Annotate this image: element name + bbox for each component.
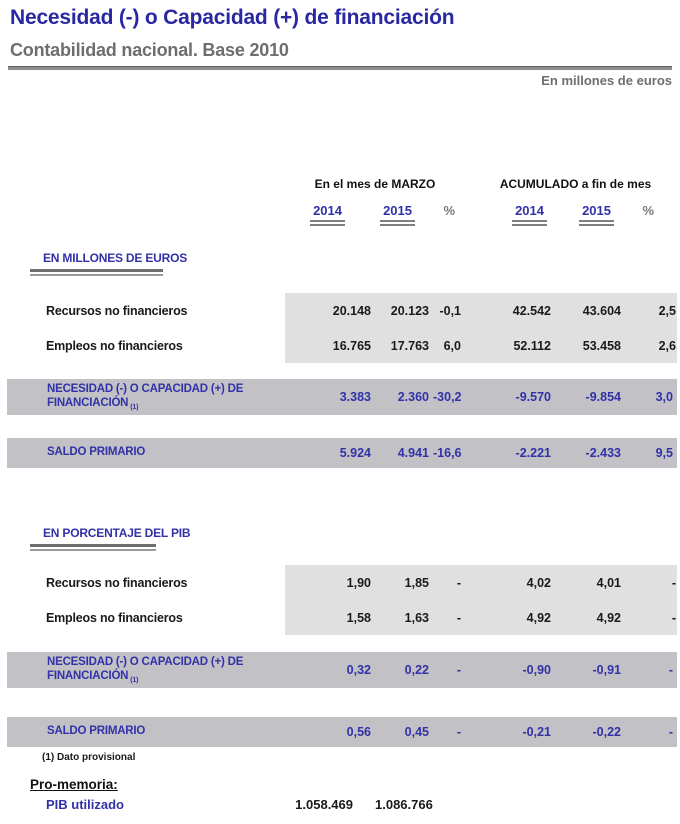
row-label: NECESIDAD (-) O CAPACIDAD (+) DE FINANCI… [47, 656, 244, 684]
cell-month-2015: 2.360 [397, 390, 429, 404]
table-row: Recursos no financieros 20.148 20.123 -0… [0, 293, 680, 328]
pib-row: PIB utilizado 1.058.469 1.086.766 [0, 794, 680, 814]
cell-month-pct: -0,1 [439, 303, 461, 318]
cell-month-2015: 1,63 [404, 610, 429, 625]
pib-label: PIB utilizado [46, 796, 124, 812]
row-shading [285, 565, 677, 635]
cell-month-2014: 20.148 [332, 303, 371, 318]
empty-cell [0, 177, 285, 191]
pro-memoria-heading: Pro-memoria: [30, 777, 118, 792]
table-row: Recursos no financieros 1,90 1,85 - 4,02… [0, 565, 680, 600]
cell-month-2015: 20.123 [390, 303, 429, 318]
cell-acc-2014: 52.112 [513, 338, 551, 353]
footnote-ref: (1) [130, 677, 139, 684]
section-heading-underline [30, 269, 163, 276]
accumulated-group-header: ACUMULADO a fin de mes [499, 177, 652, 191]
section-heading-underline [30, 544, 156, 551]
percent-header-acc: % [642, 203, 654, 218]
cell-month-2015: 4.941 [397, 446, 429, 460]
row-label: SALDO PRIMARIO [47, 446, 146, 459]
cell-acc-2015: 4,01 [596, 575, 621, 590]
cell-acc-2015: 43.604 [582, 303, 621, 318]
cell-acc-2015: -0,91 [592, 663, 622, 677]
cell-acc-pct: - [671, 610, 676, 625]
row-shading [285, 293, 677, 363]
cell-acc-2014: -0,21 [522, 725, 552, 739]
percent-header-month: % [443, 203, 455, 218]
row-label: Empleos no financieros [46, 338, 183, 353]
empty-cell [0, 203, 285, 226]
cell-month-pct: -16,6 [433, 446, 462, 460]
cell-acc-pct: 2,5 [658, 303, 676, 318]
cell-month-2014: 16.765 [332, 338, 371, 353]
cell-month-pct: -30,2 [433, 390, 462, 404]
pib-value-2014: 1.058.469 [295, 796, 353, 812]
cell-acc-pct: 2,6 [658, 338, 676, 353]
cell-month-2014: 0,56 [346, 725, 371, 739]
cell-month-2015: 0,45 [404, 725, 429, 739]
cell-acc-pct: - [671, 575, 676, 590]
highlight-row-saldo-porcentaje: SALDO PRIMARIO 0,56 0,45 - -0,21 -0,22 - [7, 717, 677, 747]
cell-acc-2015: 4,92 [596, 610, 621, 625]
table-row: Empleos no financieros 16.765 17.763 6,0… [0, 328, 680, 363]
cell-acc-2014: 4,92 [526, 610, 551, 625]
cell-month-pct: - [456, 610, 461, 625]
cell-month-2014: 3.383 [339, 390, 371, 404]
footnote-ref: (1) [130, 404, 139, 411]
cell-month-pct: - [456, 575, 461, 590]
cell-acc-pct: - [668, 725, 673, 739]
table-row: Empleos no financieros 1,58 1,63 - 4,92 … [0, 600, 680, 635]
year-header-acc-2014: 2014 [465, 203, 555, 226]
page-subtitle: Contabilidad nacional. Base 2010 [10, 40, 289, 60]
row-label: Recursos no financieros [46, 303, 188, 318]
unit-note: En millones de euros [541, 73, 672, 88]
header-divider [8, 66, 672, 70]
cell-acc-2014: -9.570 [515, 390, 551, 404]
cell-month-2015: 17.763 [390, 338, 429, 353]
row-label: Recursos no financieros [46, 575, 188, 590]
cell-acc-2014: 4,02 [526, 575, 551, 590]
cell-acc-2014: 42.542 [512, 303, 551, 318]
cell-month-2014: 1,58 [346, 610, 371, 625]
cell-acc-2015: 53.458 [582, 338, 621, 353]
highlight-row-necesidad-porcentaje: NECESIDAD (-) O CAPACIDAD (+) DE FINANCI… [7, 652, 677, 688]
year-header-month-2014: 2014 [285, 203, 375, 226]
highlight-row-necesidad-millones: NECESIDAD (-) O CAPACIDAD (+) DE FINANCI… [7, 379, 677, 415]
highlight-row-saldo-millones: SALDO PRIMARIO 5.924 4.941 -16,6 -2.221 … [7, 438, 677, 468]
cell-acc-2015: -2.433 [585, 446, 621, 460]
month-group-header: En el mes de MARZO [314, 177, 436, 191]
cell-month-2015: 1,85 [404, 575, 429, 590]
cell-month-2014: 5.924 [339, 446, 371, 460]
row-label: SALDO PRIMARIO [47, 725, 146, 738]
row-label: Empleos no financieros [46, 610, 183, 625]
cell-month-pct: 6,0 [443, 338, 461, 353]
cell-month-2014: 1,90 [346, 575, 371, 590]
cell-acc-pct: 3,0 [655, 390, 673, 404]
data-block-millones: Recursos no financieros 20.148 20.123 -0… [0, 293, 680, 363]
footnote: (1) Dato provisional [42, 752, 136, 763]
page-title: Necesidad (-) o Capacidad (+) de financi… [10, 6, 455, 29]
cell-month-2014: 0,32 [346, 663, 371, 677]
year-header-row: 2014 2015 % 2014 2015 % [0, 203, 680, 226]
row-label: NECESIDAD (-) O CAPACIDAD (+) DE FINANCI… [47, 383, 244, 411]
cell-month-pct: - [456, 725, 461, 739]
year-header-acc-2015: 2015 [555, 203, 625, 226]
cell-acc-2015: -9.854 [585, 390, 621, 404]
cell-month-pct: - [456, 663, 461, 677]
cell-acc-pct: - [668, 663, 673, 677]
column-group-header-row: En el mes de MARZO ACUMULADO a fin de me… [0, 177, 680, 191]
section-heading-porcentaje: EN PORCENTAJE DEL PIB [43, 526, 191, 540]
cell-acc-2014: -2.221 [515, 446, 551, 460]
year-header-month-2015: 2015 [375, 203, 433, 226]
pib-value-2015: 1.086.766 [375, 796, 433, 812]
data-block-porcentaje: Recursos no financieros 1,90 1,85 - 4,02… [0, 565, 680, 635]
section-heading-millones: EN MILLONES DE EUROS [43, 251, 188, 265]
cell-acc-pct: 9,5 [655, 446, 673, 460]
cell-month-2015: 0,22 [404, 663, 429, 677]
cell-acc-2015: -0,22 [592, 725, 622, 739]
cell-acc-2014: -0,90 [522, 663, 552, 677]
